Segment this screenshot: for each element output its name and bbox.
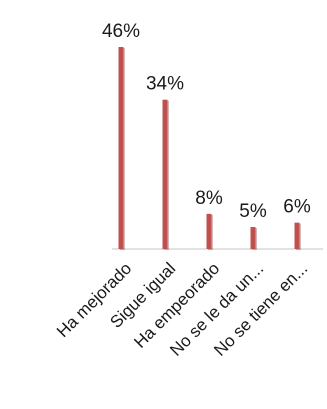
data-label: 6% xyxy=(283,197,311,218)
data-labels-group: 46% 34% 8% 5% 6% xyxy=(102,21,311,222)
data-label: 46% xyxy=(102,21,140,42)
data-label: 34% xyxy=(146,74,184,95)
bar xyxy=(250,227,256,249)
bars-group xyxy=(118,47,301,251)
bar xyxy=(118,47,124,249)
bar xyxy=(162,99,168,250)
bar xyxy=(206,213,212,249)
data-label: 5% xyxy=(239,201,267,222)
category-label: Ha mejorado xyxy=(53,259,135,341)
data-label: 8% xyxy=(195,188,223,209)
bar xyxy=(294,222,300,249)
